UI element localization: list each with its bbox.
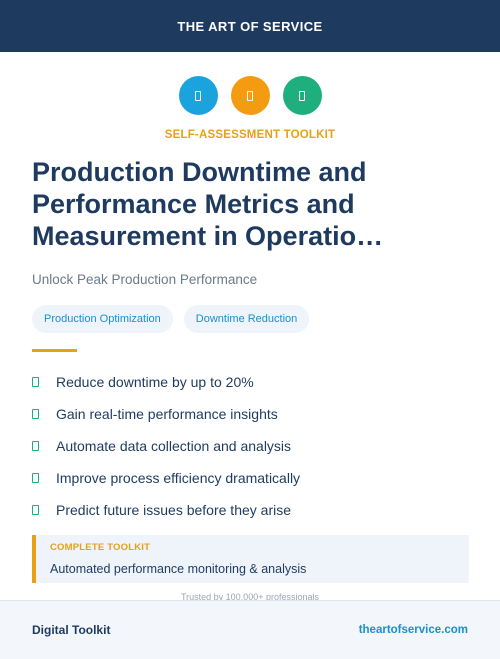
subtitle: Unlock Peak Production Performance [32, 272, 258, 287]
feature-text: Improve process efficiency dramatically [56, 470, 301, 486]
list-item: Improve process efficiency dramatically [32, 462, 300, 494]
check-icon [32, 505, 39, 515]
check-icon [32, 473, 39, 483]
icon-row [0, 76, 500, 115]
orange-circle-icon [230, 76, 270, 115]
toolkit-callout: COMPLETE TOOLKIT Automated performance m… [32, 535, 469, 583]
feature-list: Reduce downtime by up to 20% Gain real-t… [32, 366, 300, 526]
list-item: Gain real-time performance insights [32, 398, 300, 430]
header-bar: THE ART OF SERVICE [0, 0, 500, 52]
tablet-icon [195, 90, 201, 101]
website-link[interactable]: theartofservice.com [358, 624, 468, 636]
callout-label: COMPLETE TOOLKIT [50, 542, 151, 553]
tag-list: Production Optimization Downtime Reducti… [32, 305, 310, 333]
list-item: Predict future issues before they arise [32, 494, 300, 526]
check-icon [32, 441, 39, 451]
brand-name: THE ART OF SERVICE [177, 18, 323, 34]
feature-text: Predict future issues before they arise [56, 502, 292, 518]
footer-label: Digital Toolkit [32, 623, 111, 637]
tablet-icon [299, 90, 305, 101]
tag-downtime-reduction: Downtime Reduction [183, 305, 310, 333]
tag-production-optimization: Production Optimization [32, 305, 173, 333]
check-icon [32, 409, 39, 419]
check-icon [32, 377, 39, 387]
feature-text: Gain real-time performance insights [56, 406, 278, 422]
feature-text: Automate data collection and analysis [56, 438, 292, 454]
callout-description: Automated performance monitoring & analy… [50, 562, 307, 576]
feature-text: Reduce downtime by up to 20% [56, 374, 254, 390]
tablet-icon [247, 90, 253, 101]
green-circle-icon [282, 76, 322, 115]
accent-divider [32, 349, 77, 352]
list-item: Reduce downtime by up to 20% [32, 366, 300, 398]
eyebrow-label: SELF-ASSESSMENT TOOLKIT [164, 129, 336, 141]
page-title: Production Downtime and Performance Metr… [32, 157, 384, 251]
footer-bar: Digital Toolkit theartofservice.com [0, 600, 500, 659]
blue-circle-icon [178, 76, 218, 115]
trusted-note: Trusted by 100,000+ professionals [180, 592, 319, 602]
list-item: Automate data collection and analysis [32, 430, 300, 462]
